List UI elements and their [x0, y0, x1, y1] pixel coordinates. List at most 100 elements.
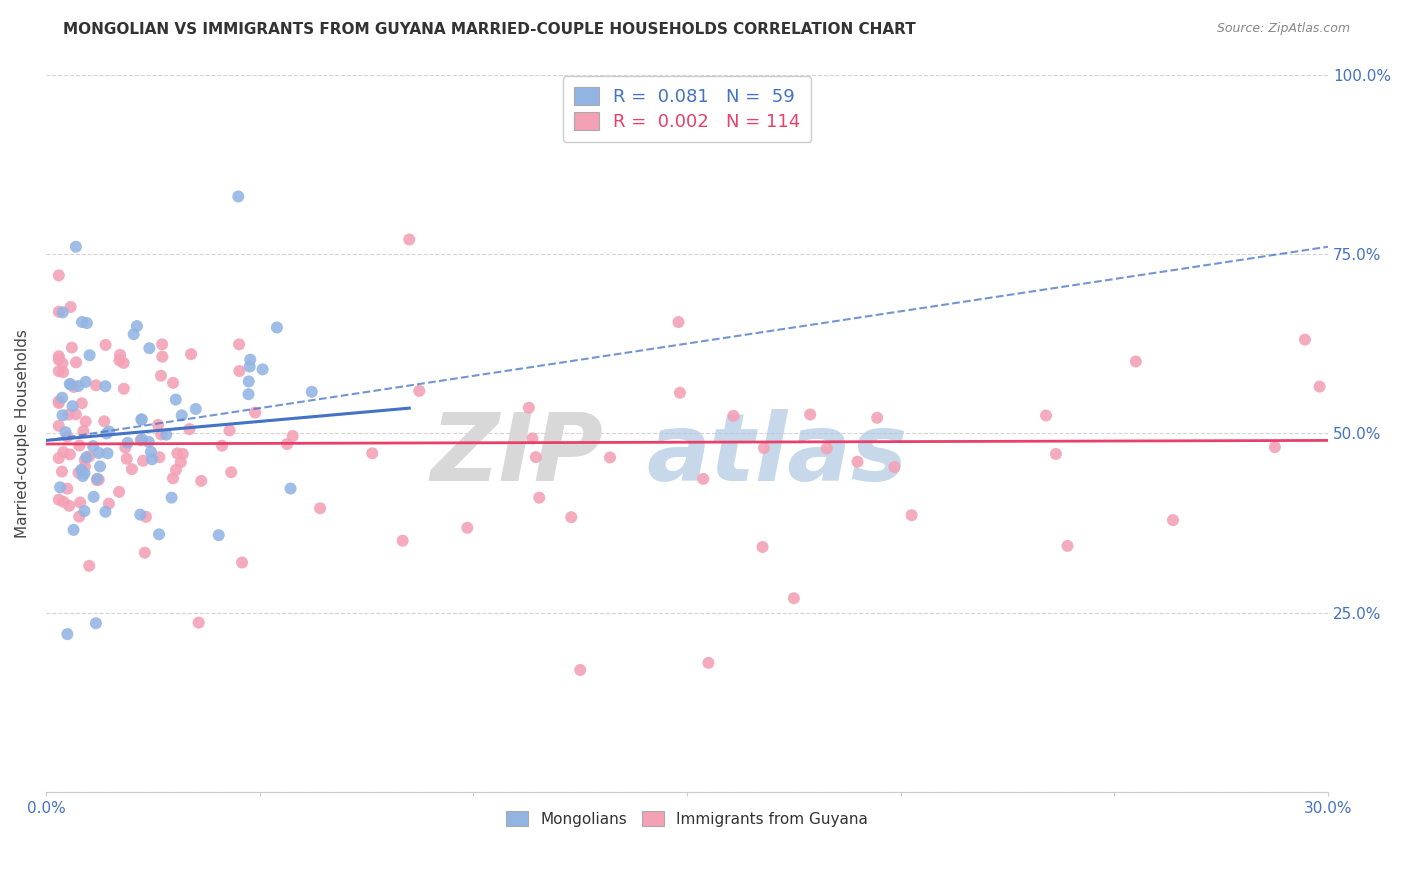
Point [228, 364, 250, 378]
Point [692, 472, 714, 486]
Point [522, 432, 544, 446]
Point [148, 450, 170, 465]
Point [134, 546, 156, 560]
Point [231, 556, 253, 570]
Point [108, 484, 131, 499]
Point [82, 439, 104, 453]
Point [79, 348, 101, 362]
Point [97, 497, 120, 511]
Point [84, 616, 107, 631]
Point [48, 451, 70, 466]
Point [52, 365, 75, 379]
Point [723, 409, 745, 423]
Point [150, 337, 173, 351]
Point [56, 627, 79, 641]
Point [517, 401, 540, 415]
Point [59, 377, 82, 392]
Point [398, 233, 420, 247]
Point [48, 352, 70, 367]
Point [301, 384, 323, 399]
Point [281, 429, 304, 443]
Point [52, 305, 75, 319]
Point [125, 319, 148, 334]
Point [70, 315, 93, 329]
Point [75, 450, 97, 465]
Point [67, 379, 90, 393]
Point [155, 427, 177, 442]
Text: atlas: atlas [647, 409, 907, 500]
Point [77, 450, 100, 464]
Point [162, 376, 184, 390]
Point [1294, 333, 1316, 347]
Point [846, 455, 869, 469]
Point [252, 362, 274, 376]
Point [752, 441, 775, 455]
Point [697, 656, 720, 670]
Point [108, 353, 131, 368]
Point [408, 384, 430, 398]
Text: ZIP: ZIP [430, 409, 603, 500]
Point [456, 521, 478, 535]
Point [162, 471, 184, 485]
Point [67, 509, 90, 524]
Point [48, 396, 70, 410]
Point [59, 376, 82, 391]
Point [62, 380, 84, 394]
Point [148, 527, 170, 541]
Point [49, 480, 72, 494]
Point [75, 375, 97, 389]
Point [751, 540, 773, 554]
Point [170, 409, 193, 423]
Point [815, 442, 838, 456]
Point [165, 463, 187, 477]
Point [150, 350, 173, 364]
Point [65, 240, 87, 254]
Point [65, 408, 87, 422]
Point [1264, 440, 1286, 454]
Point [67, 466, 90, 480]
Point [84, 378, 107, 392]
Point [166, 446, 188, 460]
Point [139, 445, 162, 459]
Point [132, 454, 155, 468]
Point [668, 315, 690, 329]
Point [122, 327, 145, 342]
Point [211, 439, 233, 453]
Point [170, 455, 193, 469]
Point [65, 355, 87, 369]
Point [160, 491, 183, 505]
Point [76, 316, 98, 330]
Point [391, 533, 413, 548]
Point [48, 364, 70, 378]
Text: Source: ZipAtlas.com: Source: ZipAtlas.com [1216, 22, 1350, 36]
Point [1035, 409, 1057, 423]
Point [94, 379, 117, 393]
Point [48, 418, 70, 433]
Point [883, 460, 905, 475]
Point [1161, 513, 1184, 527]
Point [94, 505, 117, 519]
Point [73, 504, 96, 518]
Point [77, 558, 100, 573]
Point [239, 352, 262, 367]
Point [89, 459, 111, 474]
Point [48, 304, 70, 318]
Point [96, 426, 118, 441]
Point [1045, 447, 1067, 461]
Point [56, 429, 79, 443]
Point [218, 423, 240, 437]
Point [208, 528, 231, 542]
Text: MONGOLIAN VS IMMIGRANTS FROM GUYANA MARRIED-COUPLE HOUSEHOLDS CORRELATION CHART: MONGOLIAN VS IMMIGRANTS FROM GUYANA MARR… [63, 22, 917, 37]
Point [87, 473, 110, 487]
Point [70, 396, 93, 410]
Point [187, 615, 209, 630]
Point [112, 356, 135, 370]
Point [138, 341, 160, 355]
Point [276, 437, 298, 451]
Point [67, 438, 90, 452]
Point [108, 348, 131, 362]
Point [866, 410, 889, 425]
Point [783, 591, 806, 606]
Point [309, 501, 332, 516]
Point [69, 495, 91, 509]
